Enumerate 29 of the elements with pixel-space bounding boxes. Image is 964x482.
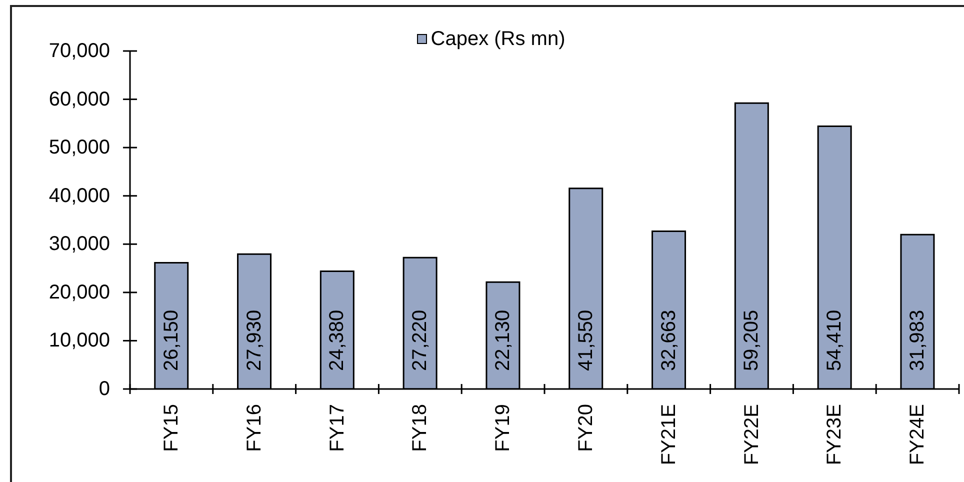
data-label: 59,205 (740, 310, 763, 371)
data-label: 24,380 (326, 310, 348, 371)
y-tick-label: 70,000 (48, 40, 110, 62)
x-tick-label: FY19 (492, 404, 514, 452)
y-tick-label: 20,000 (48, 281, 110, 304)
y-tick-label: 40,000 (48, 184, 110, 207)
y-tick-label: 0 (98, 378, 110, 400)
x-tick-label: FY16 (243, 404, 266, 452)
data-label: 54,410 (824, 310, 846, 371)
x-tick-label: FY24E (906, 404, 929, 466)
y-tick-label: 60,000 (48, 88, 110, 110)
x-tick-label: FY20 (574, 404, 597, 452)
data-label: 27,930 (243, 310, 266, 371)
legend-label: Capex (Rs mn) (430, 27, 566, 51)
x-tick-label: FY21E (658, 404, 680, 466)
x-tick-label: FY15 (160, 404, 182, 452)
x-tick-label: FY18 (409, 404, 432, 452)
x-tick-label: FY17 (326, 404, 348, 452)
data-label: 32,663 (658, 310, 680, 371)
data-label: 27,220 (409, 310, 432, 371)
y-tick-label: 30,000 (48, 233, 110, 256)
data-label: 26,150 (160, 310, 182, 371)
x-tick-label: FY23E (824, 404, 846, 466)
data-label: 31,983 (906, 310, 928, 371)
x-tick-label: FY22E (740, 404, 763, 466)
y-tick-label: 10,000 (48, 330, 110, 352)
data-label: 22,130 (492, 310, 514, 371)
data-label: 41,550 (574, 310, 597, 371)
y-tick-label: 50,000 (48, 136, 110, 159)
